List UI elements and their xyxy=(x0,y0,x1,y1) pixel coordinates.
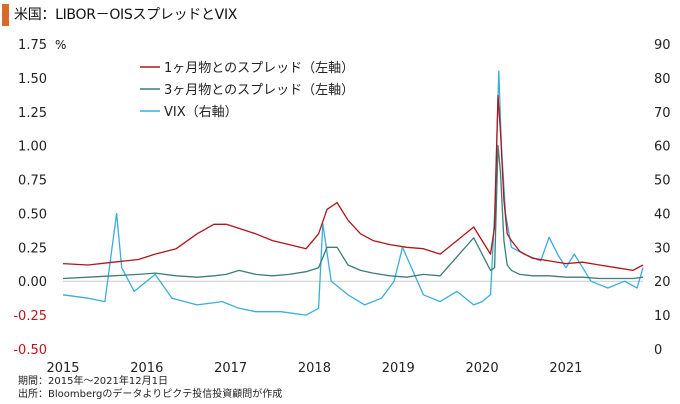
y-left-tick-label: 0.00 xyxy=(18,275,47,290)
y-left-tick-label: 0.25 xyxy=(18,241,47,256)
y-right-tick-label: 0 xyxy=(654,343,662,358)
x-tick-label: 2016 xyxy=(130,361,163,376)
title-accent-bar xyxy=(2,4,9,26)
x-tick-label: 2021 xyxy=(549,361,582,376)
y-left-tick-label: 1.50 xyxy=(18,72,47,87)
x-tick-label: 2017 xyxy=(214,361,247,376)
y-right-tick-label: 70 xyxy=(654,106,671,121)
legend-label: 3ヶ月物とのスプレッド（左軸） xyxy=(164,83,354,98)
y-left-tick-label: 1.25 xyxy=(18,106,47,121)
period-note: 期間：2015年～2021年12月1日 xyxy=(18,376,168,387)
x-axis: 2015 2016 2017 2018 2019 2020 2021 xyxy=(46,361,582,376)
series-line-3 xyxy=(62,70,644,316)
y-right-tick-label: 90 xyxy=(654,38,671,53)
y-right-tick-label: 60 xyxy=(654,140,671,155)
chart-legend: 1ヶ月物とのスプレッド（左軸） 3ヶ月物とのスプレッド（左軸） VIX（右軸） xyxy=(140,61,354,120)
y-left-tick-label: 1.00 xyxy=(18,140,47,155)
series-lines xyxy=(62,70,644,316)
y-left-tick-label: -0.50 xyxy=(13,343,47,358)
y-right-tick-label: 30 xyxy=(654,241,671,256)
series-line-1 xyxy=(62,94,644,272)
y-right-tick-label: 10 xyxy=(654,309,671,324)
y-right-tick-label: 80 xyxy=(654,72,671,87)
y-left-tick-label: 1.75 xyxy=(18,38,47,53)
y-right-tick-label: 50 xyxy=(654,174,671,189)
y-right-tick-label: 40 xyxy=(654,207,671,222)
series-line-2 xyxy=(62,145,644,280)
source-note: 出所：Bloombergのデータよりピクテ投信投資顧問が作成 xyxy=(18,389,283,400)
x-tick-label: 2018 xyxy=(298,361,331,376)
y-axis-unit-label: % xyxy=(55,38,66,52)
legend-label: 1ヶ月物とのスプレッド（左軸） xyxy=(164,61,354,76)
y-left-tick-label: 0.75 xyxy=(18,174,47,189)
y-left-tick-label: 0.50 xyxy=(18,207,47,222)
x-tick-label: 2020 xyxy=(466,361,499,376)
x-tick-label: 2015 xyxy=(46,361,79,376)
legend-label: VIX（右軸） xyxy=(164,105,238,120)
chart-title: 米国：LIBOR－OISスプレッドとVIX xyxy=(14,7,238,23)
x-tick-label: 2019 xyxy=(382,361,415,376)
y-left-tick-label: -0.25 xyxy=(13,309,47,324)
y-axis-right: 90 80 70 60 50 40 30 20 10 0 xyxy=(654,38,671,358)
y-right-tick-label: 20 xyxy=(654,275,671,290)
y-axis-left: 1.75 1.50 1.25 1.00 0.75 0.50 0.25 0.00 -0.25 -0.… xyxy=(13,38,47,358)
